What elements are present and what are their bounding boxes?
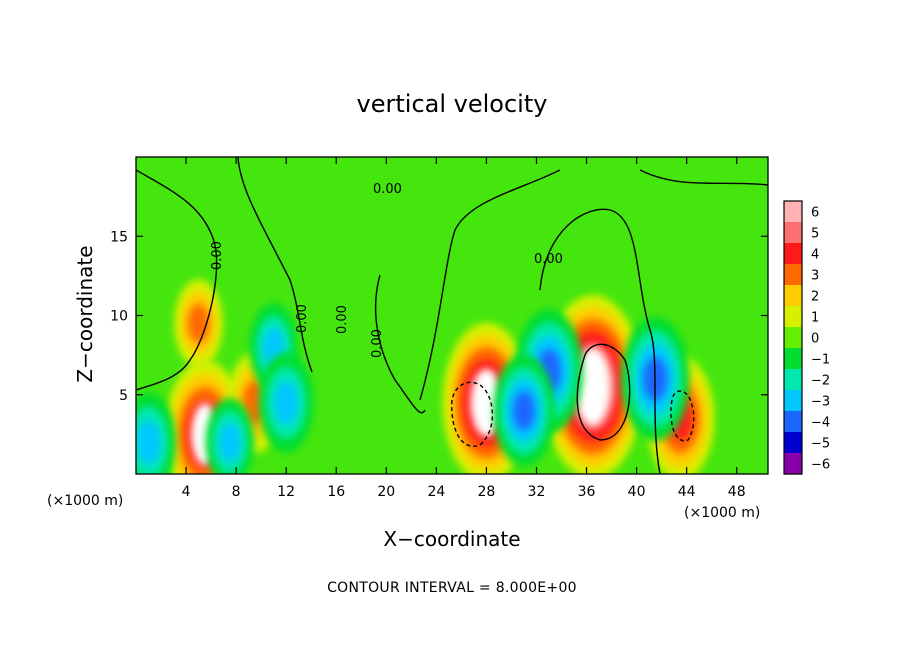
velocity-cell xyxy=(205,398,255,474)
colorbar-tick-label: −1 xyxy=(811,353,830,368)
colorbar-tick-label: 3 xyxy=(811,269,819,284)
colorbar-swatch xyxy=(784,306,802,328)
velocity-cell xyxy=(493,354,555,467)
contour-label: 0.00 xyxy=(373,182,402,197)
velocity-level xyxy=(513,391,535,431)
zero-contour-line xyxy=(237,157,313,373)
colorbar-tick-label: 2 xyxy=(811,290,819,305)
colorbar-tick-label: 6 xyxy=(811,206,819,221)
x-tick-label: 40 xyxy=(628,484,646,500)
velocity-level xyxy=(273,380,299,425)
contour-label: 0.00 xyxy=(534,252,563,267)
x-tick-label: 44 xyxy=(678,484,696,500)
colorbar-tick-label: 4 xyxy=(811,248,819,263)
velocity-saturated-core xyxy=(576,348,609,426)
x-tick-label: 28 xyxy=(478,484,496,500)
velocity-field xyxy=(136,279,715,474)
x-unit-label-right: (×1000 m) xyxy=(684,505,760,521)
y-tick-label: 10 xyxy=(110,309,128,325)
colorbar-tick-label: −2 xyxy=(811,374,830,389)
zero-contour-line xyxy=(639,169,768,186)
x-tick-label: 8 xyxy=(232,484,241,500)
x-tick-label: 36 xyxy=(578,484,596,500)
colorbar-tick-label: 0 xyxy=(811,332,819,347)
x-tick-label: 48 xyxy=(728,484,746,500)
contour-label: 0.00 xyxy=(335,305,350,334)
colorbar-tick-label: 1 xyxy=(811,311,819,326)
contour-label: 0.00 xyxy=(295,304,310,333)
colorbar-tick-label: −3 xyxy=(811,395,830,410)
y-tick-label: 15 xyxy=(110,229,128,245)
velocity-cell xyxy=(258,352,314,453)
velocity-level xyxy=(219,422,241,462)
velocity-saturated-core xyxy=(472,369,501,437)
x-axis-label: X−coordinate xyxy=(383,527,520,551)
x-axis: 4 8 12 16 20 24 28 32 36 40 44 48 xyxy=(182,157,746,500)
x-tick-label: 12 xyxy=(277,484,295,500)
zero-contour-line xyxy=(670,390,695,442)
contour-labels: 0.00 0.00 0.00 0.00 0.00 0.00 xyxy=(210,182,563,358)
y-axis: 5 10 15 xyxy=(110,229,768,404)
x-tick-label: 4 xyxy=(182,484,191,500)
contour-label: 0.00 xyxy=(210,241,225,270)
zero-contour-line xyxy=(451,381,494,447)
colorbar-swatch xyxy=(784,327,802,349)
zero-contour-line xyxy=(374,274,426,414)
colorbar: 6 5 4 3 2 1 0 −1 −2 −3 −4 −5 −6 xyxy=(783,200,830,475)
colorbar-tick-label: −6 xyxy=(811,458,830,473)
colorbar-tick-label: −4 xyxy=(811,416,830,431)
zero-contour-line xyxy=(419,169,561,401)
velocity-cell xyxy=(174,279,223,368)
x-tick-label: 32 xyxy=(528,484,546,500)
colorbar-swatch xyxy=(784,390,802,412)
colorbar-swatch xyxy=(784,222,802,244)
zero-contour-line xyxy=(539,208,661,474)
y-axis-label: Z−coordinate xyxy=(73,245,97,382)
colorbar-swatch xyxy=(784,369,802,391)
colorbar-swatch xyxy=(784,411,802,433)
chart-title: vertical velocity xyxy=(357,90,548,118)
zero-contour-line xyxy=(576,343,631,441)
colorbar-swatch xyxy=(784,243,802,265)
colorbar-swatch xyxy=(784,453,802,475)
colorbar-tick-label: 5 xyxy=(811,227,819,242)
velocity-cell xyxy=(136,392,177,474)
y-tick-label: 5 xyxy=(119,388,128,404)
velocity-level xyxy=(136,420,161,465)
x-tick-label: 24 xyxy=(427,484,445,500)
x-tick-label: 16 xyxy=(327,484,345,500)
zero-contour-lines xyxy=(136,157,768,474)
plot-area: 0.00 0.00 0.00 0.00 0.00 0.00 xyxy=(136,157,768,474)
colorbar-frame xyxy=(783,200,803,475)
colorbar-swatch xyxy=(784,432,802,454)
colorbar-swatch xyxy=(784,348,802,370)
x-tick-label: 20 xyxy=(377,484,395,500)
contour-label: 0.00 xyxy=(370,329,385,358)
colorbar-tick-label: −5 xyxy=(811,437,830,452)
colorbar-swatch xyxy=(784,264,802,286)
colorbar-swatch xyxy=(784,285,802,307)
contour-interval-note: CONTOUR INTERVAL = 8.000E+00 xyxy=(327,580,577,596)
x-unit-label-left: (×1000 m) xyxy=(47,493,123,509)
colorbar-swatch xyxy=(784,201,802,223)
zero-contour-line xyxy=(136,169,218,391)
